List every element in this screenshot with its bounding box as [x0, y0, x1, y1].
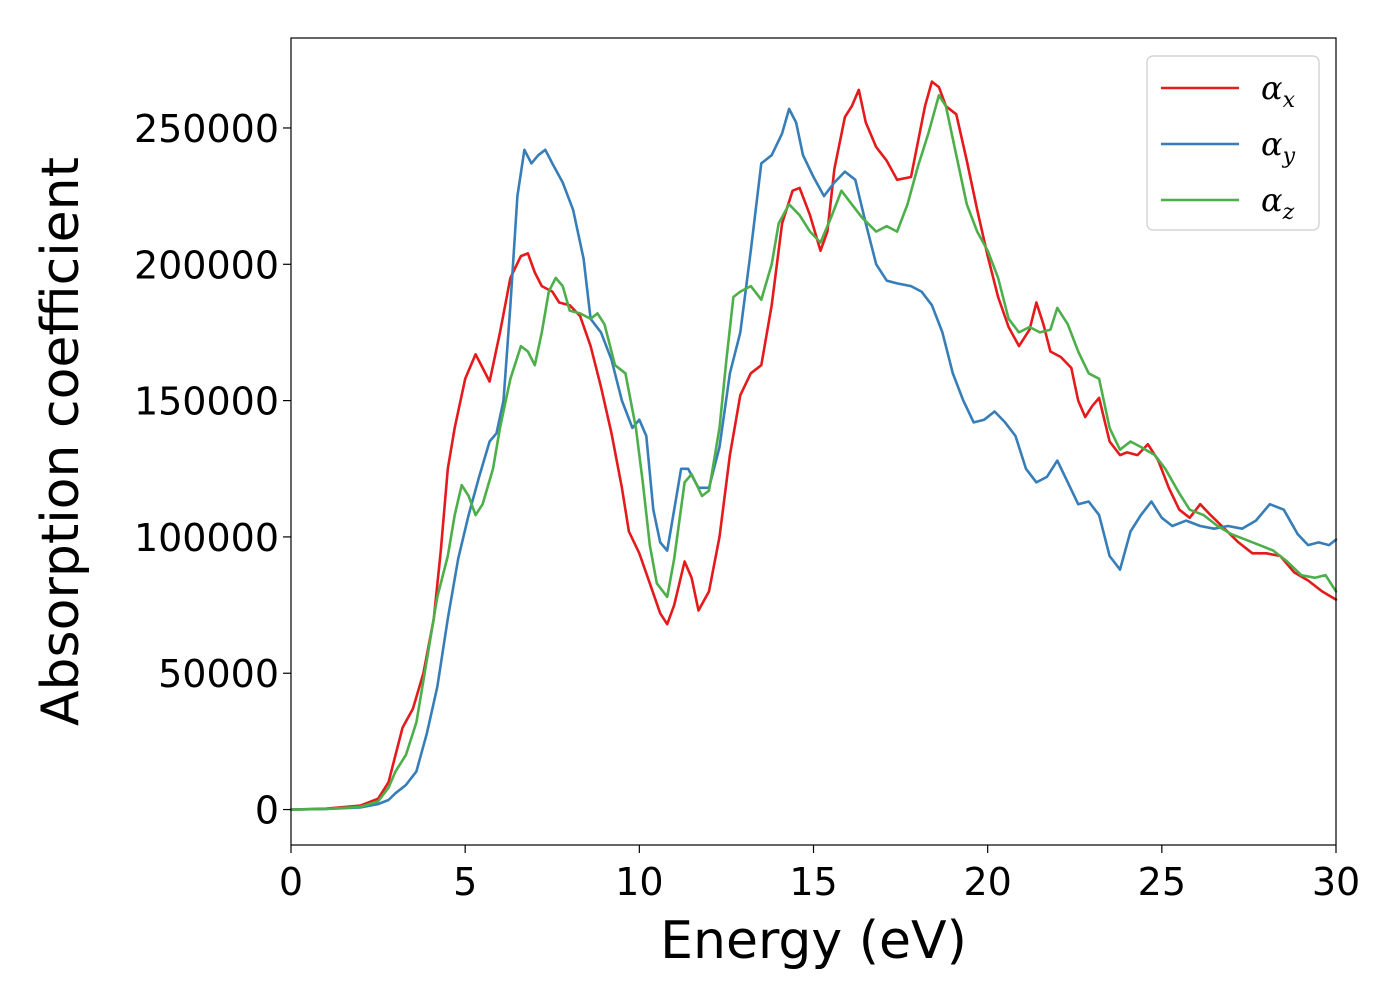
x-tick-label: 15: [789, 860, 837, 904]
y-axis-title: Absorption coefficient: [31, 157, 91, 726]
x-tick-label: 10: [615, 860, 663, 904]
y-tick-label: 250000: [134, 107, 279, 151]
y-tick-label: 50000: [158, 652, 279, 696]
x-axis-title: Energy (eV): [660, 911, 967, 971]
x-tick-label: 0: [279, 860, 303, 904]
x-axis: 0 5 10 15 20 25 30: [279, 845, 1360, 904]
x-tick-label: 25: [1138, 860, 1186, 904]
series-line-y: [289, 107, 1338, 811]
x-tick-label: 5: [453, 860, 477, 904]
x-tick-label: 30: [1312, 860, 1360, 904]
series-line-z: [289, 94, 1338, 811]
series-layer: [289, 80, 1338, 811]
y-tick-label: 200000: [134, 243, 279, 287]
y-tick-label: 0: [255, 789, 279, 833]
y-axis: 0 50000 100000 150000 200000 250000: [134, 107, 291, 833]
y-tick-label: 100000: [134, 516, 279, 560]
y-tick-label: 150000: [134, 380, 279, 424]
x-tick-label: 20: [963, 860, 1011, 904]
series-line-x: [289, 80, 1338, 811]
